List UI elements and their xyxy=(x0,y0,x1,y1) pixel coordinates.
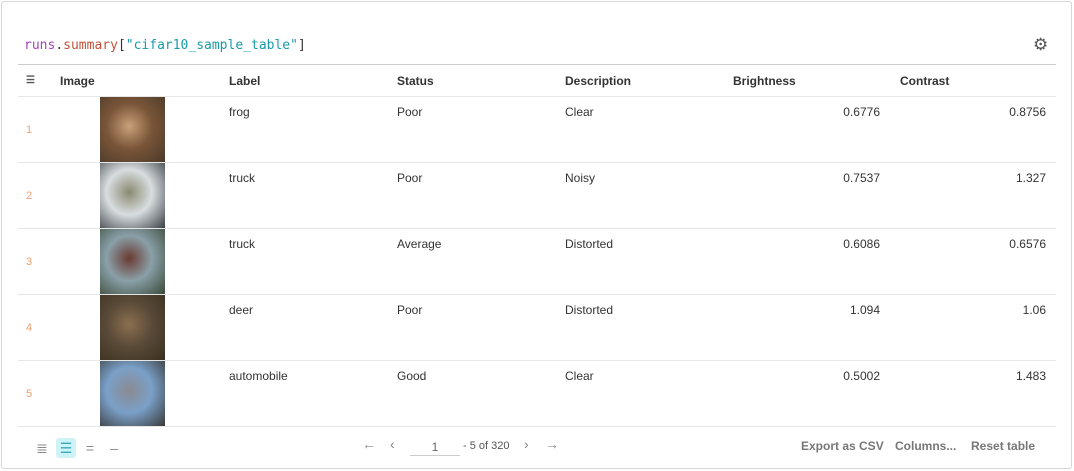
label-cell: truck xyxy=(229,237,256,251)
reset-table-button[interactable]: Reset table xyxy=(971,439,1036,453)
title-dot: . xyxy=(55,38,64,53)
table-footer: ≣ ☰ = – ← ‹ - 5 of 320 › → Export as CSV… xyxy=(0,430,1074,465)
status-cell: Good xyxy=(397,369,427,383)
status-cell: Poor xyxy=(397,171,423,185)
column-header-description[interactable]: Description xyxy=(565,73,632,88)
contrast-cell: 1.483 xyxy=(1015,369,1046,383)
table-header: ☰ Image Label Status Description Brightn… xyxy=(18,65,1056,97)
brightness-cell: 0.5002 xyxy=(843,369,880,383)
image-thumbnail[interactable] xyxy=(100,361,165,426)
page-input[interactable] xyxy=(410,438,460,456)
table-row[interactable]: 3 truck Average Distorted 0.6086 0.6576 xyxy=(18,229,1056,295)
label-cell: truck xyxy=(229,171,256,185)
title-runs: runs xyxy=(24,38,56,53)
next-page-icon[interactable]: › xyxy=(524,436,529,452)
description-cell: Clear xyxy=(565,105,594,119)
last-page-icon[interactable]: → xyxy=(545,436,559,452)
table-row[interactable]: 1 frog Poor Clear 0.6776 0.8756 xyxy=(18,97,1056,163)
status-cell: Average xyxy=(397,237,442,251)
title-fn: summary xyxy=(63,38,118,53)
title-close: ] xyxy=(297,38,306,53)
image-thumbnail[interactable] xyxy=(100,295,165,360)
image-thumbnail[interactable] xyxy=(100,163,165,228)
export-csv-button[interactable]: Export as CSV xyxy=(801,439,884,453)
row-index: 4 xyxy=(26,321,33,334)
data-table: ☰ Image Label Status Description Brightn… xyxy=(18,64,1056,427)
first-page-icon[interactable]: ← xyxy=(362,436,376,452)
row-index: 1 xyxy=(26,123,33,136)
contrast-cell: 1.327 xyxy=(1015,171,1046,185)
column-header-status[interactable]: Status xyxy=(397,73,434,88)
image-thumbnail[interactable] xyxy=(100,229,165,294)
columns-button[interactable]: Columns... xyxy=(895,439,957,453)
status-cell: Poor xyxy=(397,105,423,119)
filter-icon[interactable]: ☰ xyxy=(26,75,35,86)
table-row[interactable]: 4 deer Poor Distorted 1.094 1.06 xyxy=(18,295,1056,361)
description-cell: Clear xyxy=(565,369,594,383)
brightness-cell: 0.6086 xyxy=(843,237,880,251)
contrast-cell: 0.6576 xyxy=(1009,237,1046,251)
brightness-cell: 1.094 xyxy=(849,303,880,317)
image-thumbnail[interactable] xyxy=(100,97,165,162)
title-open: [ xyxy=(117,38,126,53)
description-cell: Noisy xyxy=(565,171,596,185)
previous-page-icon[interactable]: ‹ xyxy=(390,436,395,452)
row-index: 5 xyxy=(26,387,33,400)
description-cell: Distorted xyxy=(565,303,614,317)
row-index: 3 xyxy=(26,255,33,268)
status-cell: Poor xyxy=(397,303,423,317)
gear-icon[interactable]: ⚙ xyxy=(1033,35,1049,54)
label-cell: frog xyxy=(229,105,250,119)
label-cell: automobile xyxy=(229,369,288,383)
row-index: 2 xyxy=(26,189,33,202)
table-row[interactable]: 5 automobile Good Clear 0.5002 1.483 xyxy=(18,361,1056,427)
column-header-label[interactable]: Label xyxy=(229,73,261,88)
description-cell: Distorted xyxy=(565,237,614,251)
density-tall-button[interactable]: – xyxy=(110,440,118,456)
contrast-cell: 0.8756 xyxy=(1009,105,1046,119)
title-key: "cifar10_sample_table" xyxy=(125,38,298,53)
brightness-cell: 0.7537 xyxy=(843,171,880,185)
density-extra-compact-button[interactable]: ≣ xyxy=(36,440,48,456)
column-header-brightness[interactable]: Brightness xyxy=(733,73,796,88)
density-medium-button[interactable]: = xyxy=(85,440,95,456)
contrast-cell: 1.06 xyxy=(1022,303,1046,317)
table-row[interactable]: 2 truck Poor Noisy 0.7537 1.327 xyxy=(18,163,1056,229)
density-compact-button[interactable]: ☰ xyxy=(56,438,76,458)
brightness-cell: 0.6776 xyxy=(843,105,880,119)
column-header-contrast[interactable]: Contrast xyxy=(900,73,950,88)
panel-title: runs.summary["cifar10_sample_table"] xyxy=(24,38,306,53)
label-cell: deer xyxy=(229,303,254,317)
page-range: - 5 of 320 xyxy=(463,440,510,452)
column-header-image[interactable]: Image xyxy=(60,73,95,88)
